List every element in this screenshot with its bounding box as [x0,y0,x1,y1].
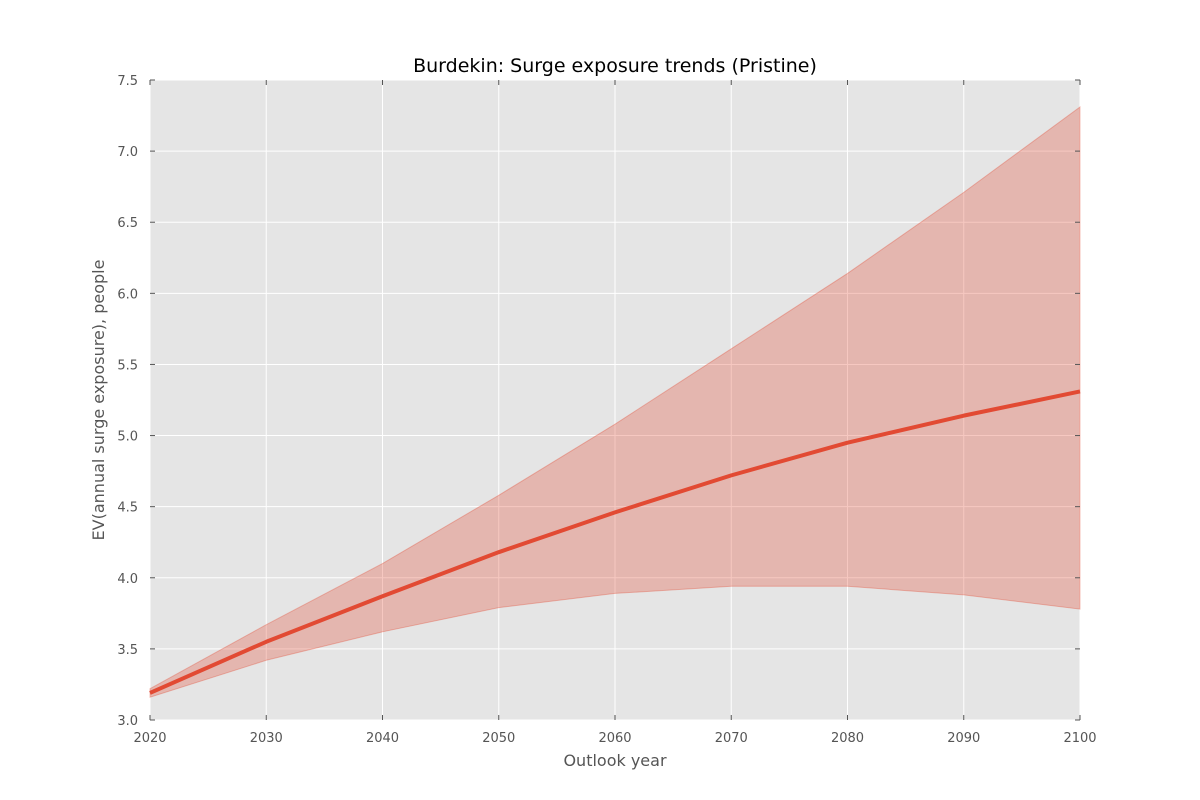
y-tick-labels: 3.0 3.5 4.0 4.5 5.0 5.5 6.0 6.5 7.0 7.5 [117,74,138,729]
y-tick-label: 4.0 [117,572,138,587]
y-tick-label: 5.5 [117,358,138,373]
y-tick-label: 4.5 [117,501,138,516]
y-tick-label: 7.5 [117,74,138,89]
x-tick-label: 2020 [133,731,166,746]
x-tick-label: 2090 [947,731,980,746]
axis-ticks [149,79,1081,721]
series-line-layer [149,389,1081,695]
confidence-band-layer [149,106,1081,698]
series-line [149,389,1081,695]
x-tick-label: 2030 [250,731,283,746]
x-tick-label: 2040 [366,731,399,746]
x-tick-label: 2080 [831,731,864,746]
y-axis-label: EV(annual surge exposure), people [89,260,108,541]
x-tick-labels: 2020 2030 2040 2050 2060 2070 2080 2090 2100 [133,731,1096,746]
confidence-band [149,106,1081,698]
x-tick-label: 2060 [598,731,631,746]
x-tick-label: 2050 [482,731,515,746]
y-tick-label: 3.5 [117,643,138,658]
y-tick-label: 5.0 [117,430,138,445]
x-axis-label: Outlook year [563,751,667,770]
x-tick-label: 2100 [1063,731,1096,746]
y-tick-label: 6.0 [117,287,138,302]
x-tick-label: 2070 [715,731,748,746]
y-tick-label: 7.0 [117,145,138,160]
chart-title: Burdekin: Surge exposure trends (Pristin… [413,55,817,77]
y-tick-label: 3.0 [117,714,138,729]
y-tick-label: 6.5 [117,216,138,231]
